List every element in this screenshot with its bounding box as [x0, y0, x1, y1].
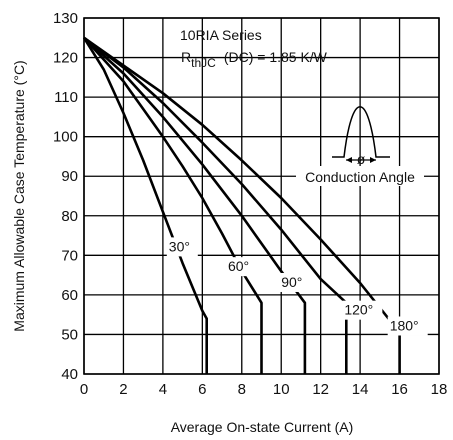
y-tick-label: 130 — [53, 10, 78, 27]
series-label: 120° — [344, 302, 373, 318]
arrow-head-left — [346, 157, 352, 163]
x-tick-label: 6 — [198, 381, 206, 398]
inset-label: Conduction Angle — [305, 169, 415, 185]
y-tick-label: 90 — [61, 168, 78, 185]
rth-condition: (DC) = 1.85 K/W — [224, 49, 328, 65]
x-tick-label: 18 — [431, 381, 448, 398]
series-label: 60° — [228, 258, 249, 274]
series-line — [82, 37, 208, 374]
series-line — [83, 36, 307, 374]
y-tick-label: 40 — [61, 366, 78, 383]
arrow-head-right — [370, 157, 376, 163]
series-label-backdrop — [342, 300, 383, 320]
series-label: 90° — [281, 274, 302, 290]
conduction-angle-inset: ø Conduction Angle — [296, 106, 424, 186]
y-tick-label: 100 — [53, 129, 78, 146]
y-tick-label: 120 — [53, 50, 78, 67]
x-tick-label: 14 — [352, 381, 369, 398]
rth-subscript: thJC — [191, 56, 216, 70]
x-tick-label: 4 — [159, 381, 167, 398]
x-tick-label: 16 — [391, 381, 408, 398]
series-title: 10RIA Series — [180, 27, 262, 43]
series-label-backdrop — [279, 272, 311, 292]
series-label: 30° — [169, 238, 190, 254]
inset-label-backdrop — [296, 166, 424, 186]
y-axis-label: Maximum Allowable Case Temperature (°C) — [11, 60, 27, 331]
y-tick-label: 110 — [54, 89, 78, 106]
x-tick-label: 10 — [273, 381, 290, 398]
series-line — [83, 36, 263, 374]
y-tick-label: 60 — [61, 287, 78, 304]
y-tick-label: 70 — [61, 247, 78, 264]
series-labels: 30° 60° 90° 120° 180° — [166, 237, 428, 336]
series-line — [83, 36, 348, 374]
series-label-backdrop — [225, 257, 257, 277]
y-tick-label: 50 — [61, 326, 78, 343]
x-tick-label: 2 — [119, 381, 127, 398]
series-label-backdrop — [387, 316, 428, 336]
x-tick-label: 8 — [238, 381, 246, 398]
tick-labels: 0 2 4 6 8 10 12 14 16 18 40 50 60 70 80 90 100 110 120 130 — [53, 10, 447, 398]
rth-symbol: R — [181, 49, 191, 65]
rth-label: RthJC (DC) = 1.85 K/W — [181, 49, 328, 70]
angle-symbol: ø — [357, 151, 366, 167]
x-axis-label: Average On-state Current (A) — [171, 419, 354, 435]
series-label: 180° — [390, 317, 419, 333]
y-tick-label: 80 — [61, 208, 78, 225]
x-tick-label: 0 — [80, 381, 88, 398]
x-tick-label: 12 — [312, 381, 329, 398]
half-sine-pulse-icon — [332, 106, 390, 158]
series-label-backdrop — [166, 237, 198, 257]
plot-frame — [83, 17, 440, 375]
